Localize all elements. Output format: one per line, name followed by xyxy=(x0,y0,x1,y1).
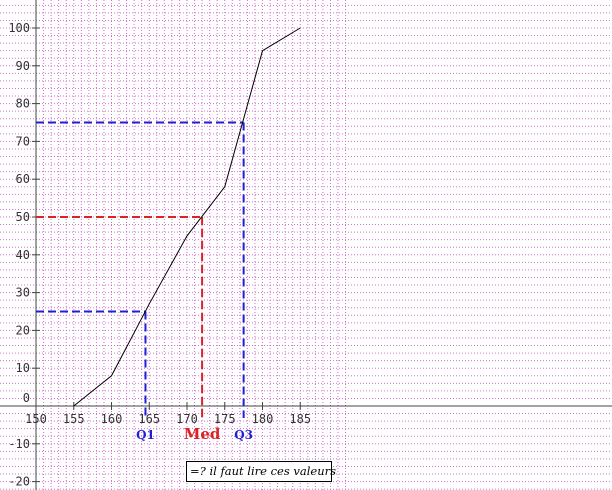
x-tick-label: 165 xyxy=(138,412,160,426)
reference-label: Med xyxy=(184,425,221,443)
y-tick-label: 90 xyxy=(16,59,30,73)
y-tick-label: 70 xyxy=(16,134,30,148)
y-tick-label: 0 xyxy=(23,391,30,405)
x-tick-label: 150 xyxy=(25,412,47,426)
x-tick-label: 160 xyxy=(101,412,123,426)
y-tick-label: 80 xyxy=(16,97,30,111)
x-tick-label: 170 xyxy=(176,412,198,426)
x-tick-label: 185 xyxy=(289,412,311,426)
x-tick-label: 155 xyxy=(63,412,85,426)
series-line xyxy=(73,27,301,407)
reference-label: Q1 xyxy=(136,428,155,442)
y-tick-label: 20 xyxy=(16,323,30,337)
y-tick-label: 30 xyxy=(16,286,30,300)
y-tick-label: 60 xyxy=(16,172,30,186)
note-box: =? il faut lire ces valeurs xyxy=(186,461,336,482)
y-tick-label: 50 xyxy=(16,210,30,224)
y-tick-label: 100 xyxy=(8,21,30,35)
note-text: =? il faut lire ces valeurs xyxy=(190,464,337,478)
x-tick-label: 175 xyxy=(214,412,236,426)
y-tick-label: -20 xyxy=(8,475,30,489)
y-tick-label: 40 xyxy=(16,248,30,262)
y-tick-label: -10 xyxy=(8,437,30,451)
x-tick-label: 180 xyxy=(252,412,274,426)
y-tick-label: 10 xyxy=(16,361,30,375)
reference-label: Q3 xyxy=(234,428,253,442)
